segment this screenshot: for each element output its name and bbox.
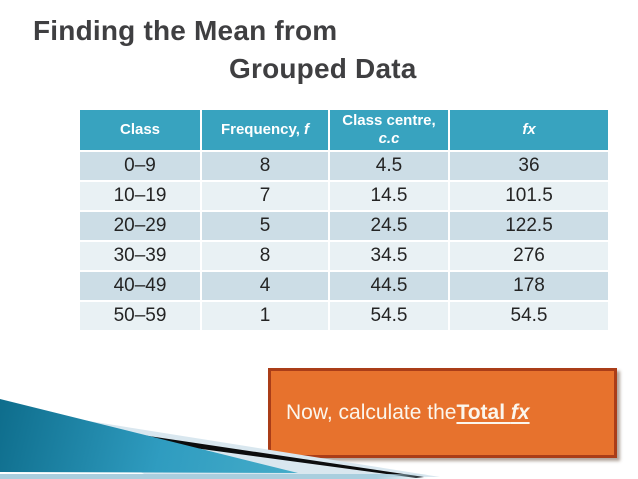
table-row: 20–29 5 24.5 122.5 <box>78 210 610 242</box>
page-title-line2: Grouped Data <box>229 53 417 84</box>
table-row: 30–39 8 34.5 276 <box>78 240 610 272</box>
cell-class: 10–19 <box>78 180 202 212</box>
cell-class-centre: 54.5 <box>328 300 450 332</box>
cell-fx: 54.5 <box>448 300 610 332</box>
callout-bold-word: Total <box>456 401 511 424</box>
page-title-line1: Finding the Mean from <box>33 15 338 46</box>
cell-class-centre: 24.5 <box>328 210 450 242</box>
cell-frequency: 4 <box>200 270 330 302</box>
column-header-fx: fx <box>448 108 610 152</box>
column-header-class-centre: Class centre, c.c <box>328 108 450 152</box>
table-row: 40–49 4 44.5 178 <box>78 270 610 302</box>
column-header-class: Class <box>78 108 202 152</box>
frequency-variable: f <box>304 121 310 138</box>
cell-frequency: 7 <box>200 180 330 212</box>
cell-class: 0–9 <box>78 150 202 182</box>
callout-text: Now, calculate the <box>286 401 457 424</box>
decoration-teal-wedge <box>0 399 298 473</box>
cell-class: 50–59 <box>78 300 202 332</box>
callout-fx-word: fx <box>510 401 530 424</box>
cell-class-centre: 4.5 <box>328 150 450 182</box>
column-header-frequency: Frequency, f <box>200 108 330 152</box>
cell-frequency: 8 <box>200 240 330 272</box>
cell-frequency: 8 <box>200 150 330 182</box>
fx-variable: fx <box>522 121 536 138</box>
cell-fx: 101.5 <box>448 180 610 212</box>
cell-fx: 36 <box>448 150 610 182</box>
cell-class-centre: 34.5 <box>328 240 450 272</box>
cell-fx: 276 <box>448 240 610 272</box>
grouped-data-table: Class Frequency, f Class centre, c.c fx … <box>78 108 610 332</box>
table-header-row: Class Frequency, f Class centre, c.c fx <box>78 108 610 152</box>
cell-frequency: 1 <box>200 300 330 332</box>
cell-class: 30–39 <box>78 240 202 272</box>
cell-class: 40–49 <box>78 270 202 302</box>
callout-emphasis: Total fx <box>456 401 529 425</box>
callout-box: Now, calculate the Total fx <box>268 368 617 458</box>
cell-fx: 178 <box>448 270 610 302</box>
cell-class-centre: 14.5 <box>328 180 450 212</box>
cell-frequency: 5 <box>200 210 330 242</box>
cell-fx: 122.5 <box>448 210 610 242</box>
cell-class-centre: 44.5 <box>328 270 450 302</box>
table-row: 0–9 8 4.5 36 <box>78 150 610 182</box>
cell-class: 20–29 <box>78 210 202 242</box>
bottom-accent-line <box>0 474 428 479</box>
table-row: 50–59 1 54.5 54.5 <box>78 300 610 332</box>
class-centre-variable: c.c <box>378 130 400 147</box>
table-row: 10–19 7 14.5 101.5 <box>78 180 610 212</box>
